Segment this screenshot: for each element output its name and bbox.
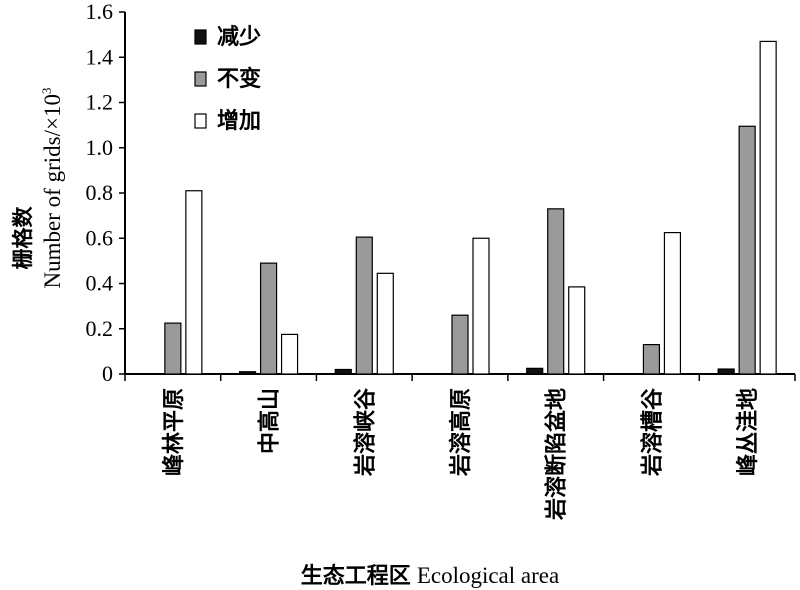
bar <box>185 190 203 375</box>
bar <box>280 333 299 375</box>
y-tick-label: 0 <box>102 361 113 386</box>
x-category-label: 中高山 <box>257 388 283 454</box>
x-category-label: 岩溶峡谷 <box>352 387 378 477</box>
x-category-label: 岩溶断陷盆地 <box>544 388 570 521</box>
y-tick-label: 1.6 <box>86 0 114 24</box>
legend-label: 增加 <box>217 108 261 134</box>
y-tick-label: 1.0 <box>86 135 114 160</box>
bar <box>355 236 373 375</box>
legend-label: 减少 <box>217 24 261 50</box>
x-category-label: 岩溶槽谷 <box>639 387 665 477</box>
x-category-label: 岩溶高原 <box>448 388 474 477</box>
bar <box>568 286 586 375</box>
bar <box>164 322 182 375</box>
bar <box>451 314 469 375</box>
bar <box>472 237 490 375</box>
bar <box>663 231 682 375</box>
y-axis-label-zh: 栅格数 <box>11 206 35 270</box>
bar <box>717 368 735 375</box>
y-axis-label-en: Number of grids/×103 <box>39 88 65 289</box>
bar <box>526 367 544 375</box>
x-category-label: 峰丛洼地 <box>736 388 761 476</box>
bar <box>259 262 278 375</box>
y-axis-label: 栅格数 Number of grids/×103 <box>11 88 65 289</box>
y-tick-label: 0.4 <box>86 271 114 296</box>
x-axis-title: 生态工程区 Ecological area <box>301 563 559 589</box>
y-tick-label: 1.2 <box>86 90 114 115</box>
y-tick-label: 0.8 <box>86 180 114 205</box>
bar <box>547 208 565 375</box>
legend-swatch <box>194 29 207 45</box>
legend-label: 不变 <box>217 66 261 92</box>
bar <box>738 125 756 375</box>
plot-area: 0 0.2 0.4 0.6 0.8 1.0 1.2 1.4 1.6 峰林平原 中高山 岩溶峡谷 岩溶高原… <box>86 0 796 521</box>
x-category-label: 峰林平原 <box>162 388 187 476</box>
bar <box>334 368 352 375</box>
y-tick-label: 0.6 <box>86 225 114 250</box>
x-axis-label: 生态工程区 Ecological area <box>301 563 559 589</box>
bar <box>238 371 257 375</box>
y-tick-label: 1.4 <box>86 44 114 69</box>
legend-swatch <box>194 113 207 129</box>
bar <box>642 343 661 375</box>
y-tick-label: 0.2 <box>86 316 114 341</box>
bar <box>376 272 394 375</box>
legend-swatch <box>194 71 207 87</box>
bar <box>759 40 777 375</box>
